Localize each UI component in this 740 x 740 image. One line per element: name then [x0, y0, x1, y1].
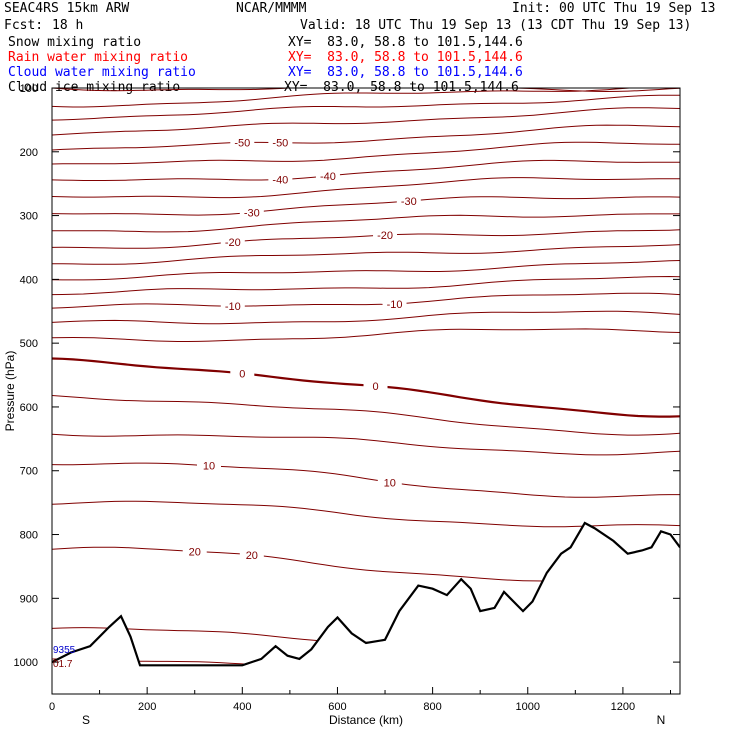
isotherm-label: 10: [203, 461, 215, 473]
start-point-label: S: [82, 713, 90, 727]
isotherm-label: 20: [189, 546, 201, 558]
isotherm-label: -20: [225, 237, 241, 249]
axis-layer: 0 200 400 600 800 1000 12001002003004005006007…: [14, 83, 680, 713]
x-tick-label: 600: [328, 701, 346, 713]
isotherm-label: -30: [401, 196, 417, 208]
init-time: Init: 00 UTC Thu 19 Sep 13: [512, 1, 716, 16]
y-tick-label: 400: [20, 274, 38, 286]
isotherm-line: [52, 292, 680, 309]
isotherm-line: [52, 275, 680, 296]
x-tick-label: 0: [49, 701, 55, 713]
isotherm-line: [52, 196, 680, 216]
isotherm-line: [52, 395, 680, 436]
field-rain-label: Rain water mixing ratio: [8, 50, 189, 65]
isotherm-line: [52, 159, 680, 181]
isotherm-line: [52, 124, 680, 151]
left-edge-label-1: 9355: [53, 645, 76, 656]
isotherm-label: -40: [320, 171, 336, 183]
left-edge-label-2: 01.7: [53, 659, 73, 670]
isotherm-label: 10: [384, 477, 396, 489]
isotherm-line: [52, 229, 680, 249]
center-title: NCAR/MMMM: [236, 1, 307, 16]
isotherm-label: 0: [372, 381, 378, 393]
y-tick-label: 500: [20, 338, 38, 350]
isotherm-label: 20: [246, 550, 258, 562]
y-tick-label: 300: [20, 211, 38, 223]
isotherm-label: -10: [225, 301, 241, 313]
y-tick-label: 800: [20, 530, 38, 542]
isotherm-line: [52, 260, 680, 281]
isotherm-line: [52, 244, 680, 265]
isotherm-line: [52, 88, 636, 108]
isotherm-line: [52, 310, 680, 325]
terrain-fill: [52, 523, 680, 694]
x-tick-label: 800: [423, 701, 441, 713]
x-tick-label: 1200: [611, 701, 635, 713]
x-tick-label: 1000: [516, 701, 540, 713]
y-tick-label: 600: [20, 402, 38, 414]
end-point-label: N: [657, 713, 666, 727]
y-tick-label: 100: [20, 83, 38, 95]
x-axis-title: Distance (km): [329, 713, 403, 727]
field-snow-label: Snow mixing ratio: [8, 35, 142, 50]
isotherm-label: -30: [244, 207, 260, 219]
isotherm-line: [52, 213, 680, 233]
isotherm-line: [52, 141, 680, 165]
x-tick-label: 200: [138, 701, 156, 713]
isotherm-line: [52, 328, 680, 342]
x-tick-label: 400: [233, 701, 251, 713]
isotherm-label: 0: [239, 368, 245, 380]
field-rain-xy: XY= 83.0, 58.8 to 101.5,144.6: [288, 50, 523, 65]
plot-frame: [51, 87, 681, 695]
forecast-hour: 18 h: [52, 18, 84, 33]
y-tick-label: 900: [20, 593, 38, 605]
field-snow-xy: XY= 83.0, 58.8 to 101.5,144.6: [288, 35, 523, 50]
isotherm-label: -40: [272, 175, 288, 187]
terrain-line: [52, 521, 680, 667]
valid-time: Valid: 18 UTC Thu 19 Sep 13 (13 CDT Thu …: [300, 18, 692, 33]
isotherm-line: [52, 94, 680, 121]
isotherm-line: [52, 177, 680, 199]
isotherm-label: -50: [272, 138, 288, 150]
y-tick-label: 200: [20, 147, 38, 159]
isotherm-label: -20: [377, 230, 393, 242]
y-tick-label: 700: [20, 466, 38, 478]
y-tick-label: 1000: [14, 657, 38, 669]
field-cloudwater-xy: XY= 83.0, 58.8 to 101.5,144.6: [288, 65, 523, 80]
isotherm-line: [52, 500, 680, 528]
isotherm-line: [52, 433, 680, 456]
isotherm-label: -10: [387, 299, 403, 311]
isotherm-line: [52, 107, 680, 136]
y-axis-title: Pressure (hPa): [3, 351, 17, 432]
model-title: SEAC4RS 15km ARW: [4, 1, 130, 16]
isotherm-line: [52, 462, 680, 498]
field-cloudwater-label: Cloud water mixing ratio: [8, 65, 196, 80]
terrain-layer: [52, 521, 680, 694]
forecast-label: Fcst:: [4, 18, 44, 33]
isotherm-label: -50: [234, 137, 250, 149]
